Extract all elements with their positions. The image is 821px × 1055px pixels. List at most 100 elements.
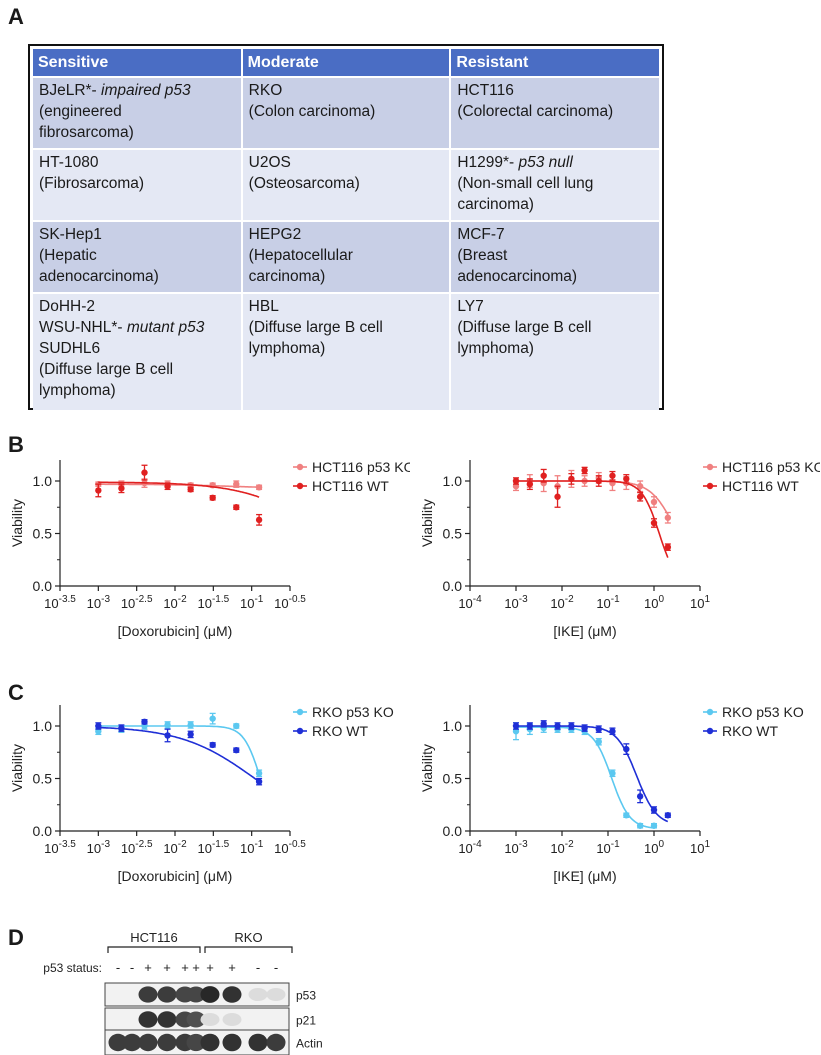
tick-exponent: -2 xyxy=(178,839,187,850)
table-row: DoHH-2 WSU-NHL*- mutant p53 SUDHL6 (Diffuse… xyxy=(33,292,659,410)
data-point xyxy=(609,728,616,735)
blot-band-label: Actin xyxy=(296,1037,323,1051)
legend-label: RKO p53 KO xyxy=(722,704,804,720)
cell-line-text: HBL xyxy=(249,296,444,317)
tick-exponent: -2 xyxy=(565,594,574,605)
tick-base: 10 xyxy=(274,841,288,856)
fit-curve xyxy=(98,481,260,498)
cell-line-text: DoHH-2 xyxy=(39,296,235,317)
chart-b-doxorubicin: 0.00.51.010-3.5 10-3 10-2.5 10-2 10-1.5 10-1 1… xyxy=(9,459,410,639)
fit-curve xyxy=(98,483,260,488)
y-axis-label: Viability xyxy=(419,744,435,792)
cell-text: DoHH-2 xyxy=(39,298,95,315)
lane-status: + xyxy=(192,960,200,975)
data-point xyxy=(636,493,644,500)
data-point xyxy=(526,480,534,488)
blot-band xyxy=(157,1033,177,1052)
x-axis-label: [IKE] (μM) xyxy=(553,623,616,639)
tick-base: 10 xyxy=(644,841,658,856)
legend-label: RKO p53 KO xyxy=(312,704,394,720)
panel-label-b: B xyxy=(8,432,24,457)
cell-line-text: (Diffuse large B cell xyxy=(39,359,235,380)
tick-exponent: 1 xyxy=(704,839,710,850)
legend-marker xyxy=(296,482,304,490)
data-point xyxy=(233,480,240,488)
data-point xyxy=(609,770,616,777)
y-tick-label: 0.0 xyxy=(443,578,463,594)
cell-line-text: (Non-small cell lung xyxy=(457,173,653,194)
x-tick-label: 10-4 xyxy=(458,594,482,611)
cell-text: WSU-NHL*- xyxy=(39,319,127,336)
tick-exponent: 0 xyxy=(658,594,664,605)
data-point xyxy=(187,721,194,729)
data-point xyxy=(233,746,240,754)
tick-exponent: -3 xyxy=(519,594,528,605)
x-axis-label: [Doxorubicin] (μM) xyxy=(118,623,233,639)
tick-base: 10 xyxy=(458,596,472,611)
legend-marker xyxy=(706,463,714,471)
table-header-row: Sensitive Moderate Resistant xyxy=(33,49,659,77)
panel-label-d: D xyxy=(8,925,24,950)
cell-line-text: RKO xyxy=(249,80,444,101)
x-tick-label: 101 xyxy=(690,594,710,611)
data-point xyxy=(595,725,602,733)
x-tick-label: 10-2 xyxy=(550,594,574,611)
cell-text: (Osteosarcoma) xyxy=(248,175,360,192)
data-point xyxy=(255,484,263,491)
table-cell-moderate: HBL (Diffuse large B cell lymphoma) xyxy=(241,292,452,410)
y-tick-label: 1.0 xyxy=(33,473,53,489)
blot-band xyxy=(200,1033,220,1052)
tick-base: 10 xyxy=(240,596,254,611)
lane-status: + xyxy=(206,960,214,975)
blot-band xyxy=(222,1033,242,1052)
y-tick-label: 1.0 xyxy=(33,718,53,734)
p53-status-note: mutant p53 xyxy=(126,319,205,336)
cell-line-text: HCT116 xyxy=(457,80,653,101)
blot-band xyxy=(138,986,158,1003)
data-point xyxy=(623,475,630,483)
header-sensitive: Sensitive xyxy=(33,49,243,77)
cell-line-text: U2OS xyxy=(249,152,444,173)
data-point xyxy=(255,770,263,777)
cell-text: lymphoma) xyxy=(39,382,116,399)
data-point xyxy=(187,731,194,738)
data-point xyxy=(650,822,658,829)
cell-text: (Hepatocellular xyxy=(248,247,353,264)
data-point xyxy=(636,483,644,490)
tick-base: 10 xyxy=(550,841,564,856)
tick-base: 10 xyxy=(87,596,101,611)
x-tick-label: 100 xyxy=(644,839,664,856)
data-point xyxy=(609,472,616,479)
tick-exponent: 1 xyxy=(704,594,710,605)
cell-line-text: BJeLR*- impaired p53 xyxy=(39,80,235,101)
data-point xyxy=(664,812,672,819)
data-point xyxy=(581,724,588,732)
cell-text: carcinoma) xyxy=(248,268,326,285)
tick-exponent: -4 xyxy=(473,839,482,850)
cell-text: HCT116 xyxy=(457,82,514,99)
tick-exponent: -2.5 xyxy=(135,839,153,850)
header-moderate: Moderate xyxy=(241,49,452,77)
tick-exponent: -1 xyxy=(611,594,620,605)
cell-line-text: (Colorectal carcinoma) xyxy=(457,101,653,122)
lane-status: - xyxy=(130,960,134,975)
blot-band xyxy=(248,1033,268,1052)
x-tick-label: 10-0.5 xyxy=(274,594,306,611)
panel-label-a: A xyxy=(8,4,24,29)
table-cell-resistant: LY7 (Diffuse large B cell lymphoma) xyxy=(450,292,659,410)
data-point xyxy=(650,498,658,506)
blot-band xyxy=(200,1012,220,1027)
blot-band-label: p53 xyxy=(296,989,316,1003)
cell-line-text: (Osteosarcoma) xyxy=(249,173,444,194)
x-tick-label: 10-2 xyxy=(163,839,187,856)
p53-status-note: p53 null xyxy=(518,154,573,171)
cell-text: SK-Hep1 xyxy=(39,226,102,243)
tick-exponent: -1 xyxy=(254,839,263,850)
data-point xyxy=(255,516,263,524)
data-point xyxy=(650,519,658,527)
cell-text: H1299*- xyxy=(457,154,519,171)
tick-exponent: -1.5 xyxy=(212,839,230,850)
tick-exponent: -3 xyxy=(101,594,110,605)
tick-base: 10 xyxy=(504,596,518,611)
data-point xyxy=(118,724,125,732)
